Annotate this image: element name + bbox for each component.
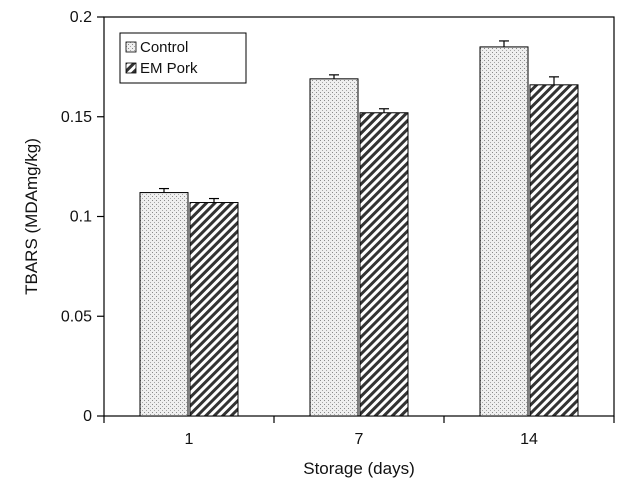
bar-control-1 <box>139 192 189 417</box>
error-bars-layer <box>159 40 559 203</box>
x-axis-title: Storage (days) <box>303 459 415 478</box>
x-axis: 1 7 14 <box>103 416 615 448</box>
y-tick-label: 0.1 <box>70 209 92 226</box>
legend-swatch-em-pork <box>125 62 137 74</box>
y-tick-label: 0 <box>83 408 92 425</box>
bar-em-pork-7 <box>359 112 409 417</box>
legend-box <box>119 32 247 84</box>
y-tick-label: 0.2 <box>70 9 92 26</box>
x-tick-label: 1 <box>185 431 194 448</box>
legend-label-control: Control <box>140 39 188 56</box>
bar-control-14 <box>479 46 529 417</box>
x-tick-label: 7 <box>355 431 364 448</box>
bar-em-pork-1 <box>189 202 239 417</box>
bars-layer <box>139 46 579 417</box>
x-tick-label: 14 <box>520 431 538 448</box>
bar-em-pork-14 <box>529 84 579 417</box>
legend-swatch-control <box>125 41 137 53</box>
legend: Control EM Pork <box>119 32 247 84</box>
bar-control-7 <box>309 78 359 417</box>
y-tick-label: 0.05 <box>61 308 92 325</box>
y-axis: 0 0.05 0.1 0.15 0.2 <box>61 9 104 425</box>
legend-label-em-pork: EM Pork <box>140 60 198 77</box>
y-tick-label: 0.15 <box>61 109 92 126</box>
y-axis-title: TBARS (MDAmg/kg) <box>22 138 41 295</box>
